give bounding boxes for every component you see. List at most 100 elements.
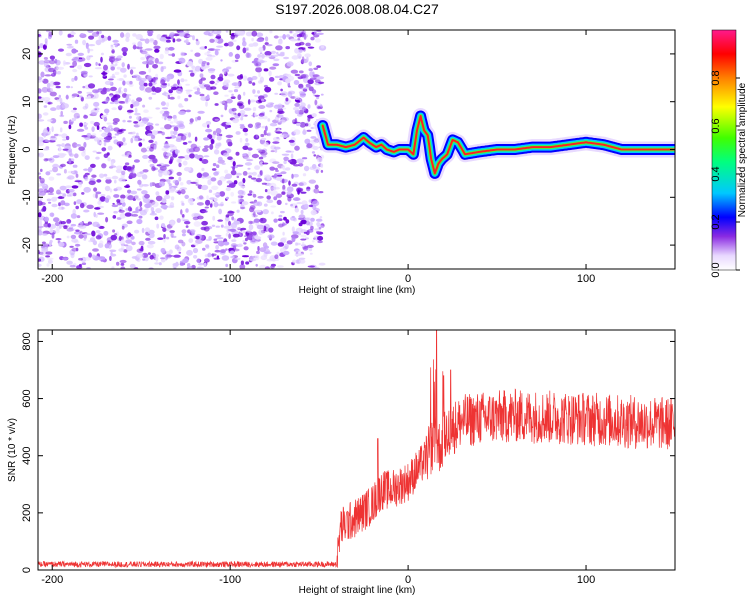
noise-speck [163, 145, 171, 148]
noise-speck [104, 80, 112, 86]
noise-speck [204, 206, 209, 209]
noise-speck [199, 158, 203, 162]
noise-speck [180, 78, 185, 83]
noise-speck [252, 82, 256, 86]
noise-speck [231, 201, 237, 204]
noise-speck [267, 118, 271, 122]
noise-speck [255, 134, 259, 138]
noise-speck [210, 55, 216, 58]
noise-speck [280, 134, 284, 138]
noise-speck [94, 110, 100, 113]
noise-speck [137, 179, 142, 185]
noise-speck [266, 188, 271, 195]
noise-speck [194, 65, 201, 72]
noise-speck [110, 86, 117, 92]
noise-speck [100, 56, 103, 63]
noise-speck [223, 241, 230, 246]
noise-speck [68, 158, 72, 164]
noise-speck [81, 262, 87, 266]
noise-speck [310, 36, 315, 41]
noise-speck [122, 119, 126, 123]
noise-speck [154, 216, 159, 221]
noise-speck [295, 30, 303, 34]
noise-speck [110, 161, 114, 166]
noise-speck [178, 31, 186, 37]
noise-speck [195, 38, 199, 42]
noise-speck [155, 107, 160, 110]
noise-speck [304, 203, 309, 209]
noise-speck [142, 169, 149, 173]
noise-speck [236, 209, 240, 213]
noise-speck [285, 97, 289, 102]
noise-speck [282, 250, 290, 256]
noise-speck [215, 225, 220, 228]
noise-speck [111, 175, 119, 180]
noise-speck [72, 107, 77, 111]
noise-speck [291, 55, 299, 60]
noise-speck [223, 42, 229, 47]
noise-speck [138, 142, 143, 147]
noise-speck [94, 136, 99, 142]
noise-speck [167, 178, 171, 185]
y-tick-label: 200 [21, 504, 33, 522]
noise-speck [50, 107, 57, 111]
noise-speck [291, 183, 298, 187]
noise-speck [125, 239, 133, 244]
noise-speck [112, 39, 119, 43]
noise-speck [278, 223, 284, 228]
noise-speck [255, 32, 264, 37]
noise-speck [281, 191, 286, 195]
noise-speck [283, 56, 290, 60]
noise-speck [122, 137, 126, 143]
noise-speck [178, 162, 182, 168]
noise-speck [247, 167, 251, 170]
x-tick-label: 0 [405, 273, 411, 285]
noise-speck [263, 142, 269, 147]
noise-speck [41, 243, 46, 248]
noise-speck [137, 122, 145, 127]
noise-speck [285, 202, 288, 206]
noise-speck [38, 200, 43, 206]
noise-speck [168, 46, 175, 51]
noise-speck [220, 114, 224, 118]
noise-speck [160, 257, 166, 260]
noise-speck [159, 165, 167, 171]
noise-speck [58, 242, 65, 247]
noise-speck [277, 40, 283, 45]
noise-speck [287, 90, 296, 95]
noise-speck [151, 201, 159, 208]
noise-speck [92, 221, 100, 227]
noise-speck [125, 154, 130, 157]
noise-speck [123, 74, 127, 78]
noise-speck [116, 261, 120, 266]
noise-speck [316, 65, 321, 68]
noise-speck [38, 76, 43, 81]
noise-speck [61, 206, 64, 210]
noise-speck [320, 93, 324, 96]
noise-speck [274, 92, 279, 95]
noise-speck [94, 207, 101, 210]
noise-speck [205, 128, 213, 133]
noise-speck [97, 212, 105, 215]
noise-speck [269, 109, 273, 113]
noise-speck [195, 178, 200, 184]
noise-speck [266, 174, 271, 181]
noise-speck [134, 194, 139, 200]
noise-speck [218, 156, 223, 161]
noise-speck [257, 90, 260, 94]
noise-speck [70, 86, 74, 89]
noise-speck [146, 63, 149, 69]
noise-speck [316, 231, 320, 234]
noise-speck [247, 151, 251, 157]
noise-speck [130, 235, 135, 240]
noise-speck [158, 181, 166, 187]
noise-speck [293, 164, 300, 167]
noise-speck [215, 244, 220, 250]
noise-speck [165, 111, 170, 115]
noise-speck [259, 52, 263, 55]
noise-speck [318, 227, 322, 230]
noise-speck [259, 60, 265, 64]
noise-speck [311, 113, 317, 118]
noise-speck [299, 98, 303, 104]
noise-speck [230, 34, 235, 40]
